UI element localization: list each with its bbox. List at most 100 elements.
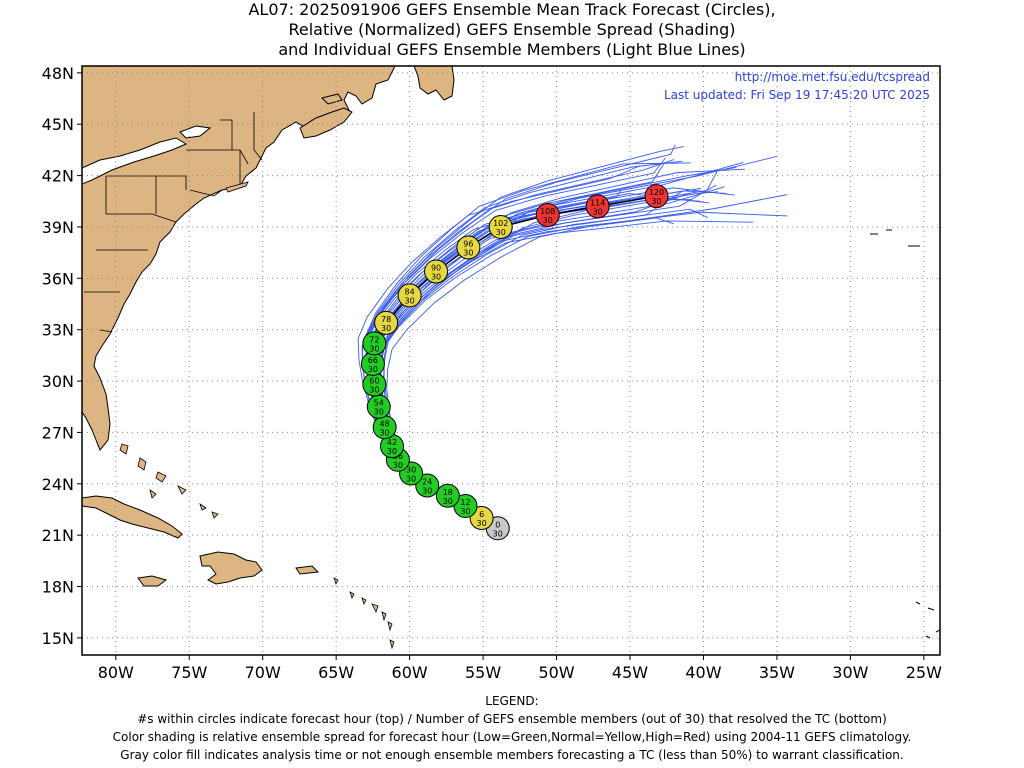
lon-label: 35W (759, 663, 795, 682)
latitude-labels: 48N 45N 42N 39N 36N 33N 30N 27N 24N 21N 18N 15N (42, 64, 74, 648)
member-count-label: 30 (443, 497, 453, 506)
member-count-label: 30 (460, 507, 470, 516)
member-count-label: 30 (381, 324, 391, 333)
header-updated: Last updated: Fri Sep 19 17:45:20 UTC 20… (664, 88, 930, 102)
forecast-circle (435, 483, 460, 508)
lon-label: 45W (612, 663, 648, 682)
bahamas (119, 443, 219, 519)
north-america-landmass (82, 66, 396, 451)
forecast-hour-label: 96 (463, 239, 473, 248)
forecast-circle (374, 310, 399, 335)
forecast-circle (362, 331, 387, 356)
lon-label: 25W (906, 663, 942, 682)
forecast-hour-label: 120 (649, 188, 664, 197)
jamaica (137, 575, 168, 587)
forecast-circle (456, 235, 481, 260)
lat-label: 33N (42, 321, 74, 340)
lat-label: 45N (42, 115, 74, 134)
lon-label: 40W (685, 663, 721, 682)
forecast-circle (488, 214, 513, 239)
land-layer (82, 66, 940, 650)
header-url[interactable]: http://moe.met.fsu.edu/tcspread (735, 70, 930, 84)
lake-ontario (179, 125, 212, 139)
member-count-label: 30 (374, 408, 384, 417)
hispaniola (199, 551, 263, 585)
azores (870, 229, 920, 247)
member-count-label: 30 (368, 365, 378, 374)
forecast-circle (585, 194, 610, 219)
member-count-label: 30 (431, 272, 441, 281)
forecast-hour-label: 66 (368, 356, 378, 365)
lon-label: 65W (318, 663, 354, 682)
forecast-hour-label: 84 (405, 287, 415, 296)
forecast-circles: 0306301230183024303030363042304830543060… (360, 184, 669, 541)
long-island (225, 181, 249, 193)
forecast-circle (424, 259, 449, 284)
forecast-circle (535, 202, 560, 227)
legend-line-3: Gray color fill indicates analysis time … (120, 748, 904, 762)
legend-line-2: Color shading is relative ensemble sprea… (112, 730, 912, 744)
forecast-hour-label: 90 (431, 263, 441, 272)
lon-label: 55W (465, 663, 501, 682)
lon-label: 50W (538, 663, 574, 682)
forecast-hour-label: 108 (540, 207, 555, 216)
member-count-label: 30 (543, 216, 553, 225)
legend-line-1: #s within circles indicate forecast hour… (137, 712, 887, 726)
lon-label: 60W (392, 663, 428, 682)
lat-label: 18N (42, 578, 74, 597)
pei (321, 93, 343, 105)
legend-heading: LEGEND: (485, 694, 539, 708)
forecast-hour-label: 54 (374, 399, 384, 408)
forecast-hour-label: 78 (381, 315, 391, 324)
forecast-hour-label: 18 (443, 488, 453, 497)
lat-label: 36N (42, 269, 74, 288)
lat-label: 39N (42, 218, 74, 237)
member-count-label: 30 (593, 207, 603, 216)
puerto-rico (295, 565, 320, 575)
state-borders (84, 112, 263, 333)
forecast-hour-label: 6 (479, 510, 484, 519)
member-count-label: 30 (387, 447, 397, 456)
member-count-label: 30 (422, 486, 432, 495)
member-count-label: 30 (493, 529, 503, 538)
forecast-hour-label: 30 (406, 466, 416, 475)
forecast-circle (469, 506, 494, 531)
lat-label: 27N (42, 423, 74, 442)
title-line-2: Relative (Normalized) GEFS Ensemble Spre… (288, 20, 736, 39)
forecast-hour-label: 12 (460, 498, 470, 507)
lat-label: 42N (42, 167, 74, 186)
member-count-label: 30 (405, 296, 415, 305)
forecast-hour-label: 0 (495, 520, 500, 529)
cape-verde (915, 601, 940, 639)
forecast-circle (397, 283, 422, 308)
title-line-1: AL07: 2025091906 GEFS Ensemble Mean Trac… (248, 0, 776, 19)
nova-scotia (299, 107, 353, 139)
forecast-circle (644, 184, 669, 209)
member-count-label: 30 (369, 385, 379, 394)
lat-label: 21N (42, 526, 74, 545)
forecast-hour-label: 102 (493, 219, 508, 228)
lesser-antilles (333, 577, 395, 650)
member-count-label: 30 (463, 248, 473, 257)
longitude-labels: 80W 75W 70W 65W 60W 55W 50W 45W 40W 35W 30W 25W (98, 663, 942, 682)
lon-label: 80W (98, 663, 134, 682)
member-count-label: 30 (393, 461, 403, 470)
forecast-point: 630 (469, 506, 494, 531)
forecast-hour-label: 42 (387, 438, 397, 447)
lat-label: 15N (42, 629, 74, 648)
member-count-label: 30 (369, 344, 379, 353)
member-count-label: 30 (651, 197, 661, 206)
great-lakes (82, 137, 188, 185)
